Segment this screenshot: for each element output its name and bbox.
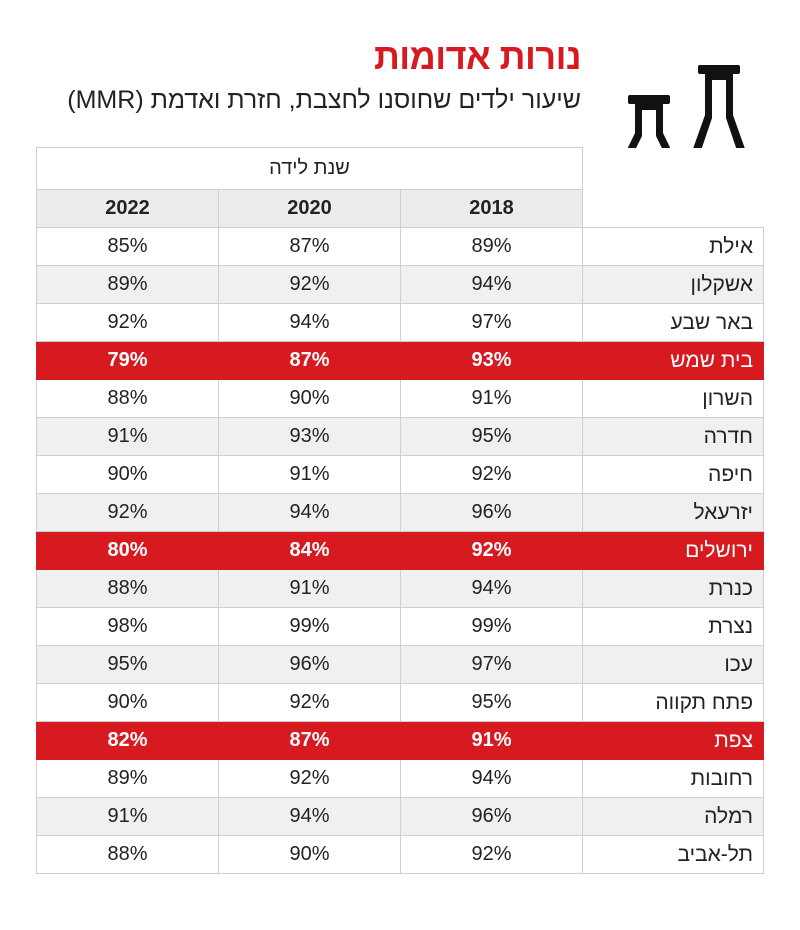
table-cell-value: 95% xyxy=(399,683,584,722)
table-cell-value: 96% xyxy=(218,645,401,684)
table-cell-value: 96% xyxy=(399,797,584,836)
table-cell-value: 91% xyxy=(36,417,219,456)
table-cell-value: 94% xyxy=(218,797,401,836)
table-cell-value: 90% xyxy=(36,455,219,494)
table-cell-value: 99% xyxy=(399,607,584,646)
table-cell-value: 91% xyxy=(218,569,401,608)
table-cell-city: תל-אביב xyxy=(582,835,765,874)
table-cell-value: 92% xyxy=(218,759,401,798)
table-cell-city: נצרת xyxy=(582,607,765,646)
table-row: 79% 87% 93% בית שמש xyxy=(36,341,765,380)
table-cell-city: פתח תקווה xyxy=(582,683,765,722)
table-cell-value: 87% xyxy=(218,721,401,760)
table-cell-value: 97% xyxy=(399,645,584,684)
table-row: 92% 94% 96% יזרעאל xyxy=(36,493,765,532)
table-cell-value: 93% xyxy=(218,417,401,456)
table-cell-city: באר שבע xyxy=(582,303,765,342)
table-cell-value: 88% xyxy=(36,569,219,608)
vaccination-table: שנת לידה 2022 2020 2018 85% 87% 89% אילת 89%… xyxy=(35,147,765,874)
table-row: 89% 92% 94% אשקלון xyxy=(36,265,765,304)
table-cell-value: 97% xyxy=(399,303,584,342)
table-row: 88% 91% 94% כנרת xyxy=(36,569,765,608)
table-cell-value: 82% xyxy=(36,721,219,760)
table-row: 85% 87% 89% אילת xyxy=(36,227,765,266)
table-cell-city: חדרה xyxy=(582,417,765,456)
table-cell-city: עכו xyxy=(582,645,765,684)
table-cell-city: השרון xyxy=(582,379,765,418)
table-cell-value: 87% xyxy=(218,341,401,380)
table-cell-value: 91% xyxy=(399,379,584,418)
table-cell-value: 80% xyxy=(36,531,219,570)
column-header-year: 2022 xyxy=(36,189,219,228)
table-cell-value: 91% xyxy=(399,721,584,760)
table-cell-value: 89% xyxy=(36,265,219,304)
table-cell-city: חיפה xyxy=(582,455,765,494)
table-cell-value: 88% xyxy=(36,835,219,874)
table-row: 92% 94% 97% באר שבע xyxy=(36,303,765,342)
table-cell-value: 90% xyxy=(218,379,401,418)
table-cell-value: 87% xyxy=(218,227,401,266)
table-cell-value: 79% xyxy=(36,341,219,380)
table-cell-value: 91% xyxy=(218,455,401,494)
table-row: 98% 99% 99% נצרת xyxy=(36,607,765,646)
table-cell-value: 92% xyxy=(399,455,584,494)
table-cell-value: 95% xyxy=(399,417,584,456)
table-row: 88% 90% 92% תל-אביב xyxy=(36,835,765,874)
table-cell-city: אילת xyxy=(582,227,765,266)
table-cell-value: 90% xyxy=(218,835,401,874)
table-group-header-row: שנת לידה xyxy=(35,147,764,190)
table-cell-city: יזרעאל xyxy=(582,493,765,532)
birth-year-header: שנת לידה xyxy=(35,147,584,190)
table-cell-value: 94% xyxy=(218,493,401,532)
table-cell-value: 92% xyxy=(36,493,219,532)
table-row: 88% 90% 91% השרון xyxy=(36,379,765,418)
table-cell-value: 94% xyxy=(399,569,584,608)
table-cell-city: רחובות xyxy=(582,759,765,798)
table-row: 80% 84% 92% ירושלים xyxy=(36,531,765,570)
table-cell-value: 96% xyxy=(399,493,584,532)
table-cell-value: 89% xyxy=(36,759,219,798)
table-row: 91% 93% 95% חדרה xyxy=(36,417,765,456)
table-cell-value: 84% xyxy=(218,531,401,570)
table-cell-city: אשקלון xyxy=(582,265,765,304)
table-cell-value: 93% xyxy=(399,341,584,380)
table-cell-city: כנרת xyxy=(582,569,765,608)
table-cell-value: 92% xyxy=(399,531,584,570)
table-cell-value: 94% xyxy=(399,759,584,798)
column-header-year: 2020 xyxy=(218,189,401,228)
table-cell-value: 92% xyxy=(218,265,401,304)
table-cell-city: ירושלים xyxy=(582,531,765,570)
table-cell-value: 88% xyxy=(36,379,219,418)
table-row: 89% 92% 94% רחובות xyxy=(36,759,765,798)
page-subtitle: שיעור ילדים שחוסנו לחצבת, חזרת ואדמת (MM… xyxy=(67,86,581,114)
table-row: 91% 94% 96% רמלה xyxy=(36,797,765,836)
table-cell-value: 92% xyxy=(399,835,584,874)
table-cell-city: צפת xyxy=(582,721,765,760)
table-years-header-row: 2022 2020 2018 xyxy=(36,189,764,228)
column-header-year: 2018 xyxy=(399,189,584,228)
table-cell-value: 92% xyxy=(36,303,219,342)
table-cell-city: בית שמש xyxy=(582,341,765,380)
table-cell-value: 90% xyxy=(36,683,219,722)
table-cell-city: רמלה xyxy=(582,797,765,836)
page-title: נורות אדומות xyxy=(373,36,582,77)
table-cell-value: 89% xyxy=(399,227,584,266)
table-cell-value: 98% xyxy=(36,607,219,646)
table-row: 82% 87% 91% צפת xyxy=(36,721,765,760)
table-row: 95% 96% 97% עכו xyxy=(36,645,765,684)
table-cell-value: 92% xyxy=(218,683,401,722)
table-row: 90% 92% 95% פתח תקווה xyxy=(36,683,765,722)
table-cell-value: 85% xyxy=(36,227,219,266)
table-cell-value: 94% xyxy=(218,303,401,342)
table-cell-value: 91% xyxy=(36,797,219,836)
table-cell-value: 99% xyxy=(218,607,401,646)
table-cell-value: 95% xyxy=(36,645,219,684)
table-row: 90% 91% 92% חיפה xyxy=(36,455,765,494)
table-cell-value: 94% xyxy=(399,265,584,304)
